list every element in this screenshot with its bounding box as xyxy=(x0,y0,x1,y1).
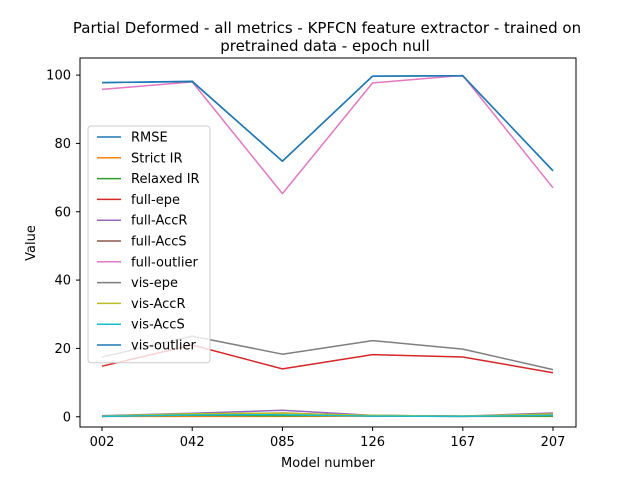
x-tick-label: 002 xyxy=(90,435,115,450)
legend-label: vis-AccR xyxy=(131,297,185,312)
legend-label: Relaxed IR xyxy=(131,172,200,187)
y-tick-label: 40 xyxy=(54,274,71,289)
plot-area-frame xyxy=(79,57,577,428)
y-tick-label: 80 xyxy=(54,137,71,152)
series-line-9 xyxy=(101,413,554,418)
legend-label: Strict IR xyxy=(131,151,183,166)
series-line-6 xyxy=(101,74,554,195)
legend-label: vis-epe xyxy=(131,276,178,291)
series-lines xyxy=(101,74,554,418)
series-line-10 xyxy=(101,75,554,172)
legend-label: vis-AccS xyxy=(131,318,185,333)
x-axis-ticks: 002 042 085 126 167 207 xyxy=(90,427,566,450)
x-tick-label: 207 xyxy=(541,435,566,450)
legend-label: full-AccS xyxy=(131,235,187,250)
legend-label: full-outlier xyxy=(131,255,198,270)
y-tick-label: 60 xyxy=(54,205,71,220)
y-axis-ticks: 0 20 40 60 80 100 xyxy=(46,69,80,425)
x-tick-label: 126 xyxy=(360,435,385,450)
legend-label: full-epe xyxy=(131,193,180,208)
x-tick-label: 042 xyxy=(180,435,205,450)
y-tick-label: 0 xyxy=(63,410,71,425)
legend: RMSE Strict IR Relaxed IR full-epe full-AccR… xyxy=(87,125,211,364)
y-tick-label: 100 xyxy=(46,69,71,84)
y-tick-label: 20 xyxy=(54,342,71,357)
legend-label: vis-outlier xyxy=(131,339,197,354)
x-tick-label: 167 xyxy=(450,435,475,450)
chart-title-line2: pretrained data - epoch null xyxy=(220,37,430,55)
x-axis-label: Model number xyxy=(281,456,376,471)
chart-title-line1: Partial Deformed - all metrics - KPFCN f… xyxy=(73,19,581,37)
y-axis-label: Value xyxy=(24,225,39,261)
legend-label: RMSE xyxy=(131,131,168,146)
legend-label: full-AccR xyxy=(131,214,187,229)
x-tick-label: 085 xyxy=(270,435,295,450)
